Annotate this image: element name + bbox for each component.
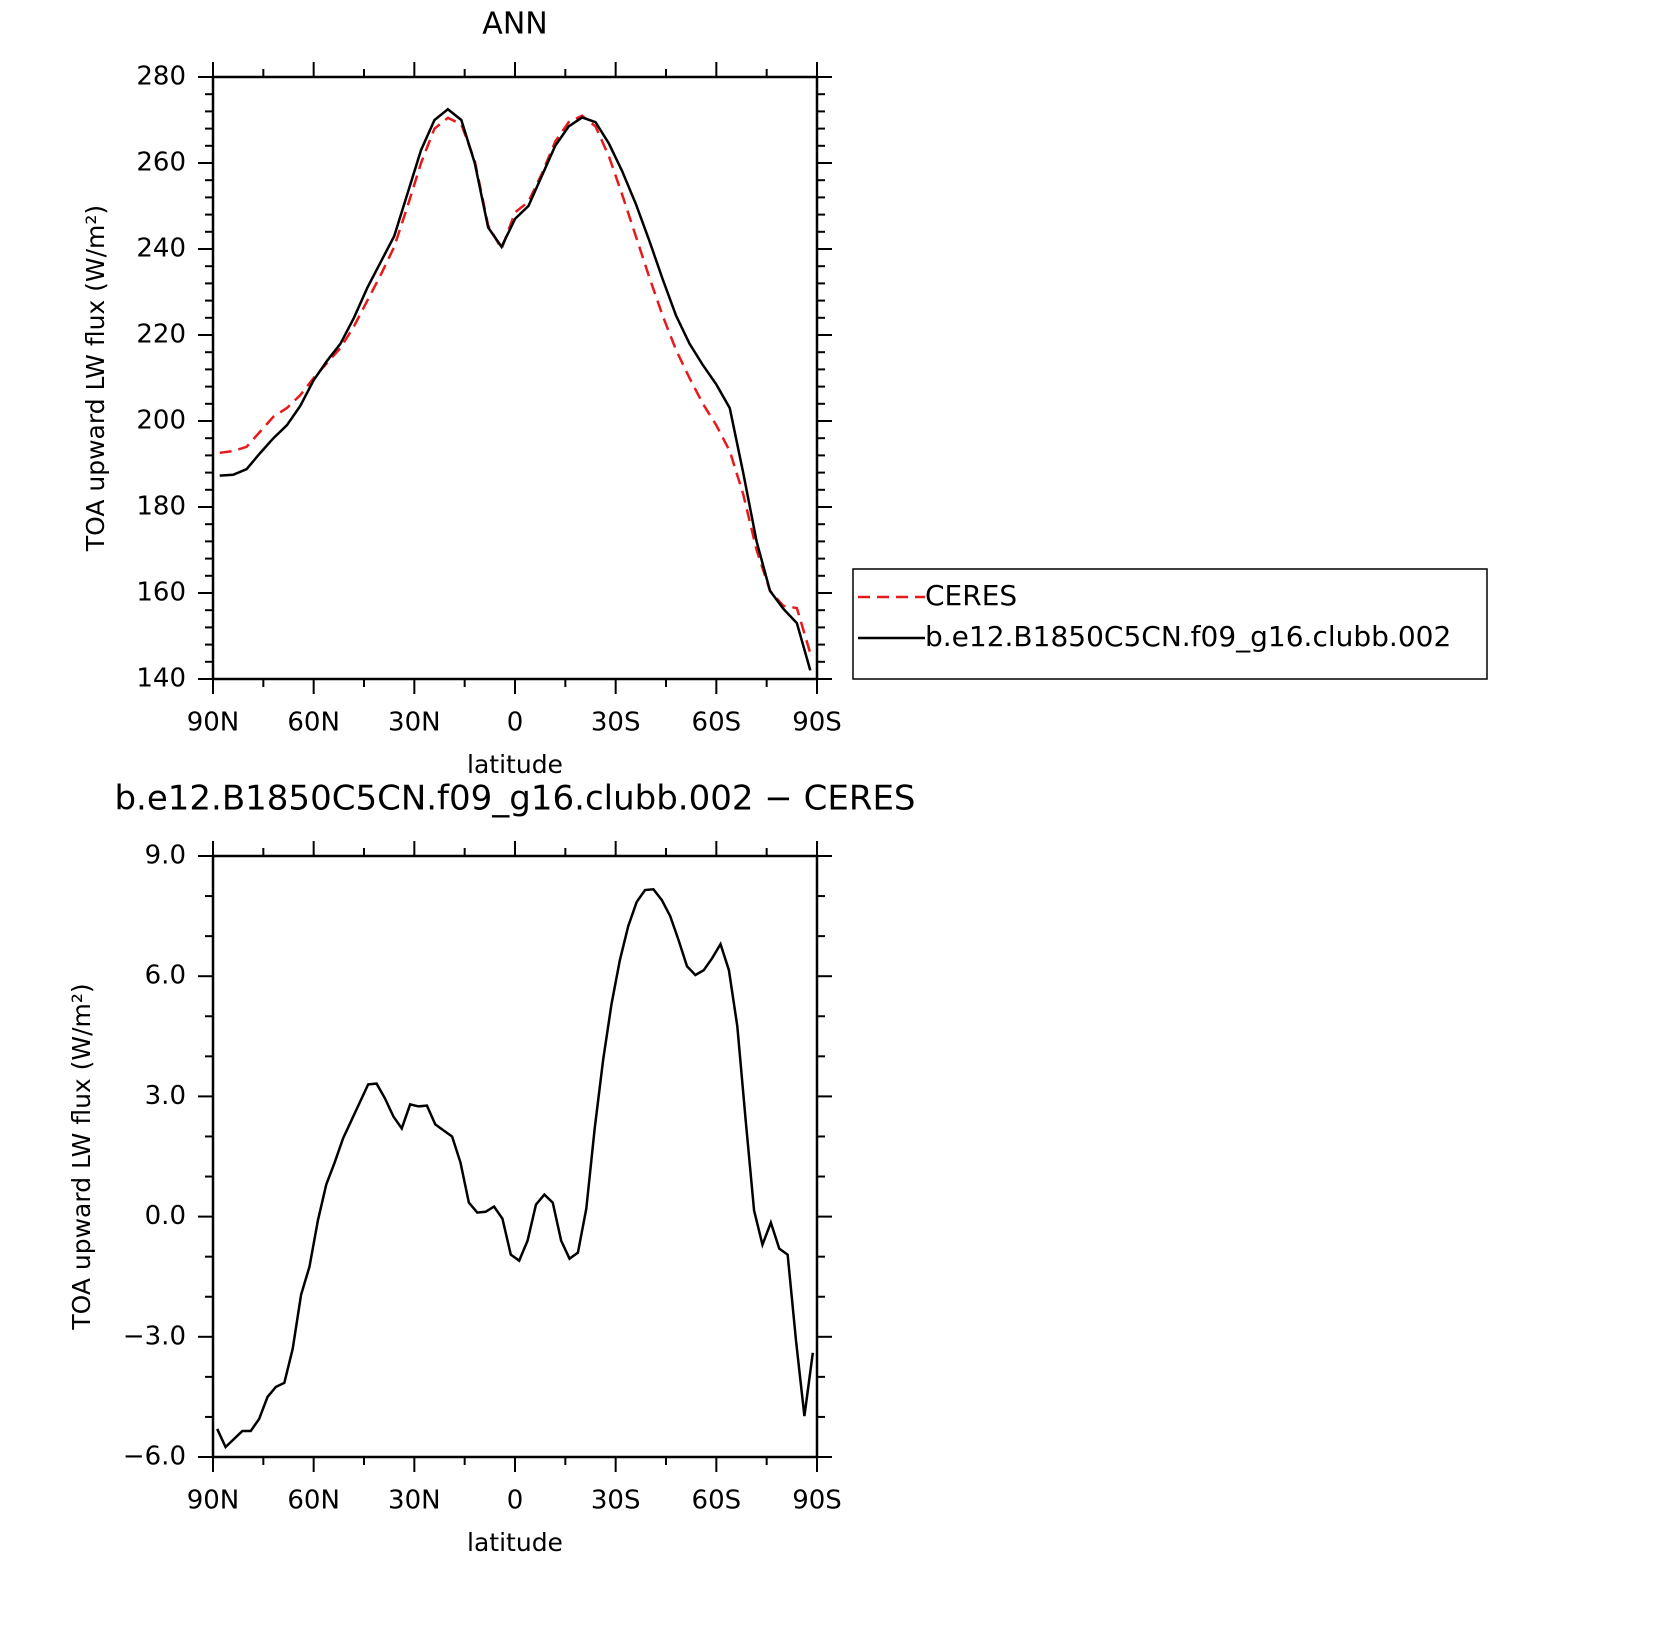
x-tick-label: 0 (507, 708, 524, 738)
x-tick-label: 60S (692, 708, 742, 738)
y-tick-label: 260 (136, 148, 186, 178)
y-tick-label: −3.0 (123, 1321, 186, 1351)
x-axis-label: latitude (467, 1528, 563, 1557)
x-tick-label: 90S (792, 1486, 842, 1516)
y-tick-label: 3.0 (145, 1081, 186, 1111)
x-tick-label: 30N (388, 708, 441, 738)
y-tick-label: 160 (136, 578, 186, 608)
legend-label: CERES (925, 579, 1017, 612)
x-axis-label: latitude (467, 750, 563, 779)
chart-title: ANN (482, 7, 547, 42)
y-tick-label: 140 (136, 664, 186, 694)
y-tick-label: −6.0 (123, 1442, 186, 1472)
y-tick-label: 200 (136, 406, 186, 436)
y-tick-label: 240 (136, 234, 186, 264)
x-tick-label: 30S (591, 708, 641, 738)
x-tick-label: 30N (388, 1486, 441, 1516)
x-tick-label: 60N (287, 1486, 340, 1516)
data-line (219, 114, 812, 654)
x-tick-label: 0 (507, 1486, 524, 1516)
legend-label: b.e12.B1850C5CN.f09_g16.clubb.002 (925, 620, 1451, 653)
y-axis-label: TOA upward LW flux (W/m²) (67, 983, 96, 1330)
y-tick-label: 6.0 (145, 961, 186, 991)
x-tick-label: 60N (287, 708, 340, 738)
chart-title: b.e12.B1850C5CN.f09_g16.clubb.002 − CERE… (114, 779, 915, 819)
y-tick-label: 280 (136, 62, 186, 92)
y-tick-label: 0.0 (145, 1201, 186, 1231)
y-tick-label: 9.0 (145, 841, 186, 871)
y-tick-label: 220 (136, 320, 186, 350)
x-tick-label: 30S (591, 1486, 641, 1516)
data-line (219, 107, 812, 671)
x-tick-label: 90N (187, 1486, 240, 1516)
data-line (216, 887, 815, 1450)
y-tick-label: 180 (136, 492, 186, 522)
legend-box (852, 568, 1488, 680)
x-tick-label: 90N (187, 708, 240, 738)
x-tick-label: 60S (692, 1486, 742, 1516)
y-axis-label: TOA upward LW flux (W/m²) (81, 205, 110, 552)
plot-frame (211, 854, 819, 1459)
x-tick-label: 90S (792, 708, 842, 738)
plot-frame (211, 75, 819, 681)
